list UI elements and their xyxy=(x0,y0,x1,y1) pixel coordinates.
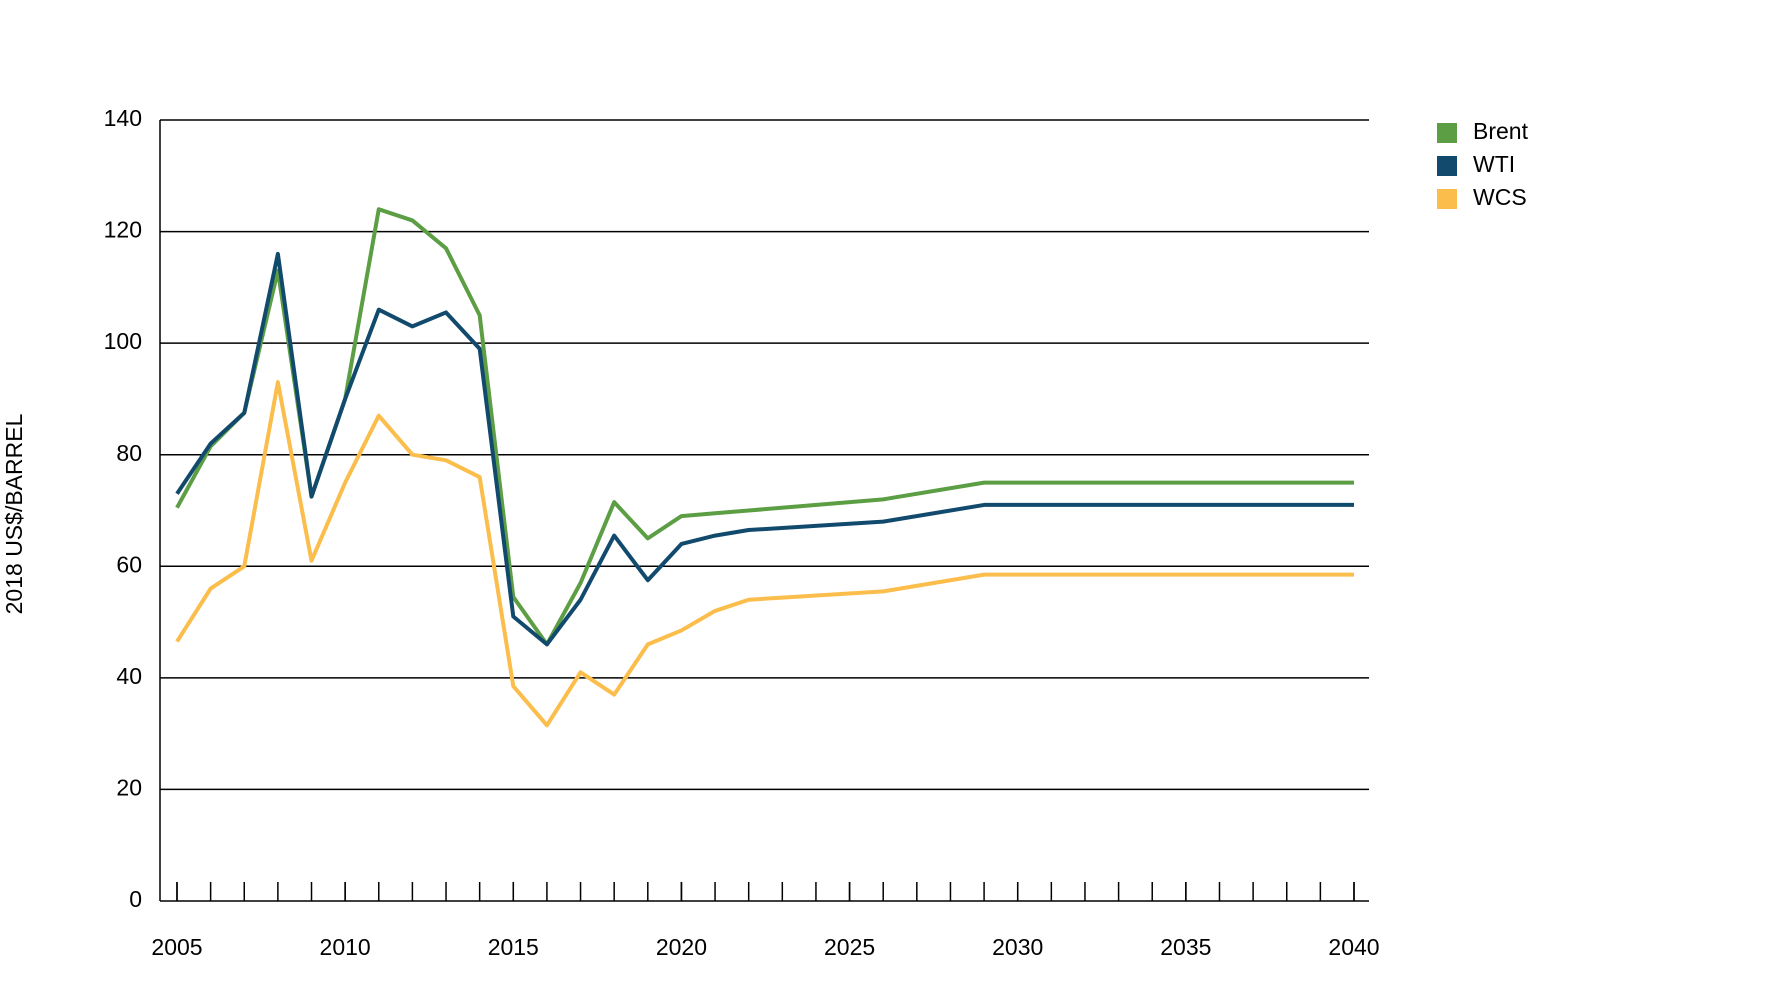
x-tick-label: 2025 xyxy=(824,934,875,960)
legend-swatch xyxy=(1437,189,1457,209)
x-tick-label: 2015 xyxy=(488,934,539,960)
y-tick-label: 140 xyxy=(104,105,142,131)
y-tick-label: 20 xyxy=(116,775,142,801)
y-axis-label: 2018 US$/BARREL xyxy=(1,413,27,614)
legend-label: WTI xyxy=(1473,151,1515,177)
y-tick-label: 0 xyxy=(129,886,142,912)
y-tick-label: 60 xyxy=(116,551,142,577)
series-line xyxy=(175,251,1354,647)
y-tick-label: 80 xyxy=(116,440,142,466)
x-tick-label: 2030 xyxy=(992,934,1043,960)
y-tick-label: 120 xyxy=(104,217,142,243)
x-tick-label: 2010 xyxy=(320,934,371,960)
legend-label: WCS xyxy=(1473,184,1527,210)
legend-label: Brent xyxy=(1473,118,1529,144)
x-tick-label: 2005 xyxy=(151,934,202,960)
x-tick-label: 2020 xyxy=(656,934,707,960)
series-line xyxy=(175,380,1354,728)
x-tick-label: 2035 xyxy=(1160,934,1211,960)
x-tick-label: 2040 xyxy=(1328,934,1379,960)
legend-swatch xyxy=(1437,156,1457,176)
y-tick-label: 40 xyxy=(116,663,142,689)
legend-swatch xyxy=(1437,123,1457,143)
series-line xyxy=(175,207,1354,647)
y-tick-label: 100 xyxy=(104,328,142,354)
